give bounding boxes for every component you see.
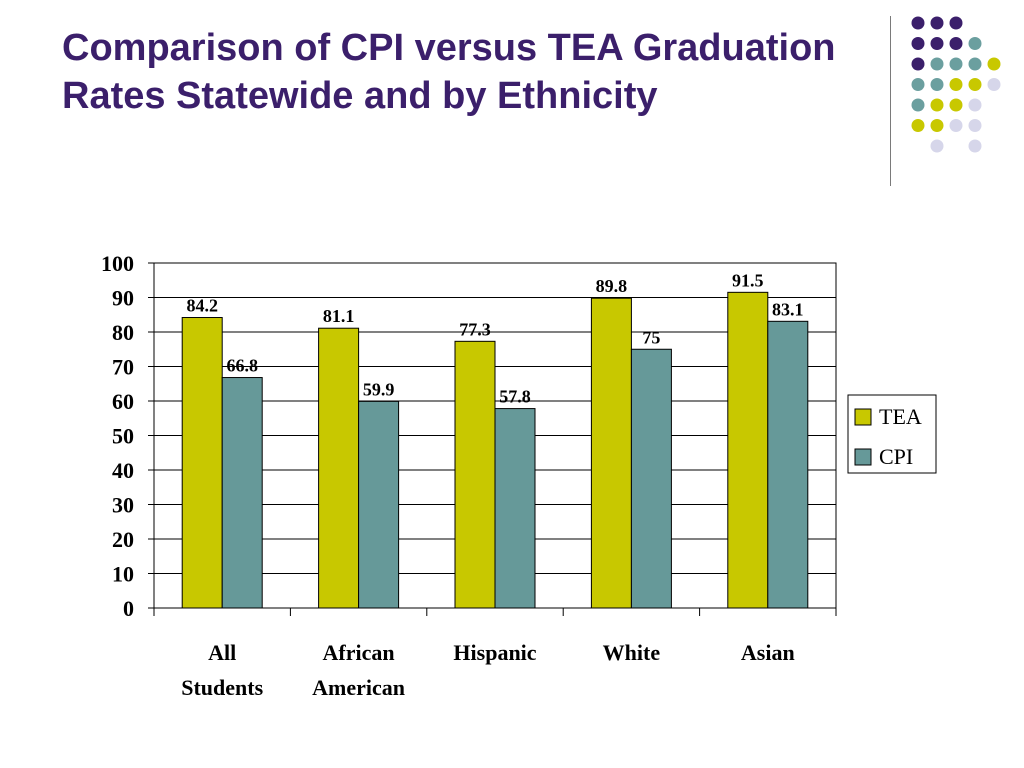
x-category-label-line: White (603, 640, 661, 665)
decorative-dot (911, 16, 925, 30)
decorative-dot (968, 57, 982, 71)
decorative-dot (968, 78, 982, 91)
x-category-label: Hispanic (453, 640, 536, 665)
decorative-dot (987, 78, 1001, 91)
data-label: 59.9 (363, 379, 395, 399)
x-category-label-line: Hispanic (453, 640, 536, 665)
data-label: 81.1 (323, 306, 355, 326)
decorative-dot (911, 57, 925, 71)
decorative-dot (930, 139, 944, 153)
bar-cpi (221, 377, 263, 609)
y-tick-label: 100 (101, 251, 134, 276)
decorative-dot (949, 16, 963, 30)
y-tick-label: 20 (112, 527, 134, 552)
x-category-label: Asian (741, 640, 795, 665)
decorative-dot (968, 37, 982, 50)
data-label: 91.5 (732, 270, 764, 290)
decorative-dot (930, 57, 944, 71)
x-category-label: African American (312, 640, 405, 700)
data-label: 57.8 (499, 387, 531, 407)
decorative-dot (949, 119, 963, 132)
data-label: 89.8 (596, 276, 628, 296)
y-tick-label: 30 (112, 493, 134, 518)
x-category-label-line: Students (181, 675, 263, 700)
y-tick-label: 80 (112, 320, 134, 345)
y-tick-label: 10 (112, 562, 134, 587)
decorative-dot (930, 37, 944, 50)
x-category-label-line: American (312, 675, 405, 700)
x-category-label-line: All (208, 640, 236, 665)
decorative-dot (968, 119, 982, 132)
decorative-dot (949, 78, 963, 91)
data-label: 66.8 (226, 356, 258, 376)
decorative-dot-grid (911, 16, 1001, 153)
bar-cpi (358, 400, 400, 609)
x-category-label-line: Asian (741, 640, 795, 665)
y-tick-label: 90 (112, 286, 134, 311)
decorative-dot (911, 98, 925, 112)
y-tick-label: 0 (123, 596, 134, 621)
legend-label: TEA (879, 404, 922, 429)
bar-tea (727, 291, 769, 609)
y-tick-label: 50 (112, 424, 134, 449)
x-category-label-line: African (323, 640, 395, 665)
x-category-label: White (603, 640, 661, 665)
bar-cpi (767, 320, 809, 609)
legend-swatch-cpi (854, 448, 872, 466)
data-label: 75 (642, 327, 660, 347)
decorative-dot (949, 57, 963, 71)
decorative-dot (930, 16, 944, 30)
decorative-dot (930, 78, 944, 91)
legend-label: CPI (879, 444, 913, 469)
decorative-dot (930, 119, 944, 132)
decorative-dot (968, 139, 982, 153)
data-label: 84.2 (186, 296, 218, 316)
decorative-dot (911, 119, 925, 132)
data-label: 77.3 (459, 319, 491, 339)
slide-title: Comparison of CPI versus TEA Graduation … (62, 27, 836, 117)
y-tick-label: 60 (112, 389, 134, 414)
decorative-dot (911, 78, 925, 91)
decorative-dot (949, 98, 963, 112)
data-label: 83.1 (772, 299, 804, 319)
decorative-dot (949, 37, 963, 50)
bar-cpi (494, 408, 536, 609)
bar-tea (181, 317, 223, 609)
bar-cpi (630, 348, 672, 609)
bar-tea (318, 327, 360, 609)
decorative-dot (911, 37, 925, 50)
chart-container: 0 10 20 30 40 50 60 70 80 90 100 84.2 66.8 All Student… (0, 240, 1024, 710)
bar-chart: 0 10 20 30 40 50 60 70 80 90 100 84.2 66.8 All Student… (101, 251, 937, 700)
bar-tea (590, 297, 632, 609)
y-tick-label: 40 (112, 458, 134, 483)
decorative-dot (987, 57, 1001, 71)
legend-swatch-tea (854, 408, 872, 426)
decorative-dot (968, 98, 982, 112)
bar-tea (454, 340, 496, 609)
decorative-dot (930, 98, 944, 112)
x-category-label: All Students (181, 640, 263, 700)
y-tick-label: 70 (112, 355, 134, 380)
decorative-divider (890, 16, 891, 186)
